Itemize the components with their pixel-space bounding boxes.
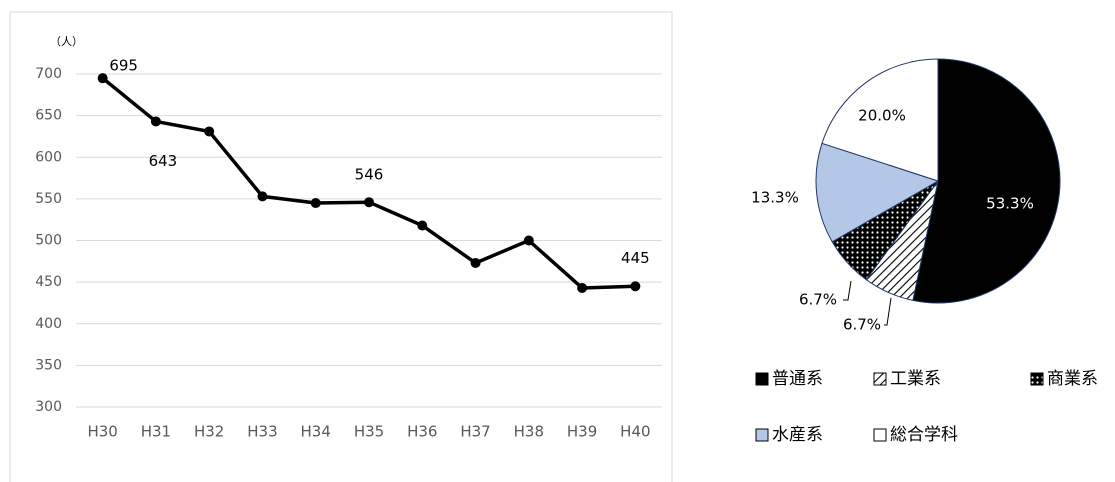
- data-label: 643: [149, 152, 178, 170]
- legend-swatch: [755, 428, 769, 442]
- legend-swatch: [873, 372, 887, 386]
- x-tick-label: H39: [567, 423, 597, 441]
- x-tick-label: H38: [514, 423, 544, 441]
- x-tick-label: H32: [194, 423, 224, 441]
- legend-label: 普通系: [772, 369, 823, 389]
- data-label: 695: [109, 57, 138, 75]
- unit-label: （人）: [50, 35, 83, 48]
- data-point: [204, 126, 215, 137]
- x-tick-label: H33: [247, 423, 277, 441]
- pie-slice: [912, 58, 1061, 304]
- y-tick-label: 450: [35, 274, 62, 290]
- data-point: [523, 235, 534, 246]
- legend-label: 総合学科: [890, 425, 958, 445]
- data-point: [470, 257, 481, 268]
- y-tick-label: 350: [35, 357, 62, 373]
- slice-label: 53.3%: [986, 195, 1034, 213]
- x-tick-label: H37: [460, 423, 490, 441]
- data-point: [310, 198, 321, 209]
- slice-label: 6.7%: [799, 291, 837, 309]
- legend-label: 工業系: [890, 369, 941, 389]
- x-tick-label: H40: [620, 423, 650, 441]
- pie-slice: [821, 58, 939, 182]
- y-tick-label: 300: [35, 399, 62, 415]
- data-point: [417, 220, 428, 231]
- data-point: [364, 197, 374, 208]
- y-tick-label: 500: [35, 233, 62, 249]
- data-point: [257, 191, 268, 202]
- legend-swatch: [1030, 372, 1044, 386]
- y-tick-label: 600: [35, 149, 62, 165]
- data-label: 445: [621, 249, 650, 267]
- x-tick-label: H34: [301, 423, 331, 441]
- legend-swatch: [755, 372, 769, 386]
- x-tick-label: H31: [141, 423, 171, 441]
- leader-line: [884, 297, 892, 326]
- data-point: [577, 282, 588, 293]
- y-tick-label: 550: [35, 191, 62, 207]
- slice-label: 6.7%: [843, 316, 881, 334]
- legend-label: 水産系: [772, 425, 823, 445]
- leader-line: [843, 280, 852, 301]
- data-point: [150, 116, 161, 127]
- x-tick-label: H30: [87, 423, 117, 441]
- y-tick-label: 700: [35, 66, 62, 82]
- pie-slice: [815, 142, 940, 243]
- x-tick-label: H36: [407, 423, 437, 441]
- x-tick-label: H35: [354, 423, 384, 441]
- data-label: 546: [355, 166, 384, 184]
- legend-swatch: [873, 428, 887, 442]
- chart-frame: [9, 11, 673, 482]
- data-point: [97, 73, 108, 84]
- data-point: [630, 281, 641, 292]
- slice-label: 20.0%: [858, 107, 906, 125]
- slice-label: 13.3%: [751, 189, 799, 207]
- y-tick-label: 650: [35, 108, 62, 124]
- legend-label: 商業系: [1047, 369, 1098, 389]
- y-tick-label: 400: [35, 316, 62, 332]
